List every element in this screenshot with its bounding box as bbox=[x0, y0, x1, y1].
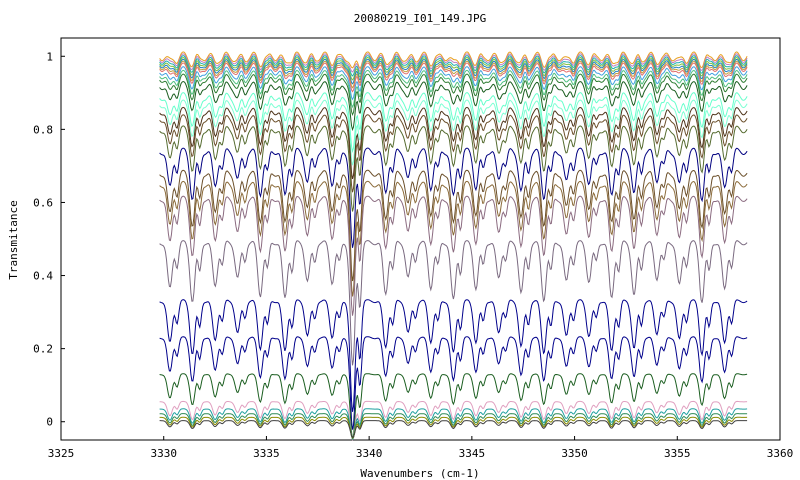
series-line-13 bbox=[159, 106, 748, 180]
x-tick-label: 3325 bbox=[48, 447, 75, 460]
series-line-14 bbox=[159, 114, 748, 193]
series-line-12 bbox=[159, 99, 748, 166]
series-line-16 bbox=[159, 147, 748, 248]
x-tick-label: 3330 bbox=[150, 447, 177, 460]
series-line-17 bbox=[159, 169, 748, 282]
series-line-6 bbox=[159, 62, 748, 93]
series-line-2 bbox=[159, 55, 748, 77]
x-tick-label: 3360 bbox=[767, 447, 794, 460]
series-line-0 bbox=[159, 51, 748, 69]
series-line-18 bbox=[159, 180, 748, 297]
x-tick-label: 3350 bbox=[561, 447, 588, 460]
y-axis: 0 0.2 0.4 0.6 0.8 1 bbox=[33, 50, 65, 429]
x-tick-label: 3335 bbox=[253, 447, 280, 460]
x-tick-label: 3355 bbox=[664, 447, 691, 460]
y-tick-label: 0.8 bbox=[33, 123, 53, 136]
series-line-20 bbox=[159, 240, 748, 366]
series-line-26 bbox=[159, 413, 748, 440]
series-line-21 bbox=[159, 299, 748, 412]
series-line-24 bbox=[159, 400, 748, 442]
x-axis-label: Wavenumbers (cm-1) bbox=[360, 467, 479, 480]
series-line-5 bbox=[159, 60, 748, 89]
series-line-8 bbox=[159, 69, 748, 109]
chart-title: 20080219_I01_149.JPG bbox=[354, 12, 486, 25]
x-tick-label: 3340 bbox=[356, 447, 383, 460]
plot-frame bbox=[60, 37, 781, 441]
series-line-3 bbox=[159, 56, 748, 81]
series-line-15 bbox=[159, 125, 748, 212]
series-line-7 bbox=[159, 66, 748, 101]
series-line-28 bbox=[159, 420, 748, 439]
series-line-4 bbox=[159, 58, 748, 85]
series-layer bbox=[159, 51, 748, 442]
y-tick-label: 0.6 bbox=[33, 196, 53, 209]
y-axis-label: Transmitance bbox=[7, 200, 20, 279]
series-line-10 bbox=[159, 80, 748, 132]
series-line-25 bbox=[159, 408, 748, 441]
series-line-19 bbox=[159, 195, 748, 316]
y-tick-label: 0 bbox=[46, 416, 53, 429]
series-line-9 bbox=[159, 73, 748, 116]
series-line-22 bbox=[159, 336, 748, 430]
y-tick-label: 0.2 bbox=[33, 343, 53, 356]
x-axis: 3325 3330 3335 3340 3345 3350 3355 3360 bbox=[48, 436, 794, 460]
y-tick-label: 0.4 bbox=[33, 270, 53, 283]
y-tick-label: 1 bbox=[46, 50, 53, 63]
series-line-11 bbox=[159, 92, 748, 154]
series-line-1 bbox=[159, 53, 748, 73]
series-line-23 bbox=[159, 373, 748, 439]
series-line-27 bbox=[159, 416, 748, 439]
x-tick-label: 3345 bbox=[459, 447, 486, 460]
